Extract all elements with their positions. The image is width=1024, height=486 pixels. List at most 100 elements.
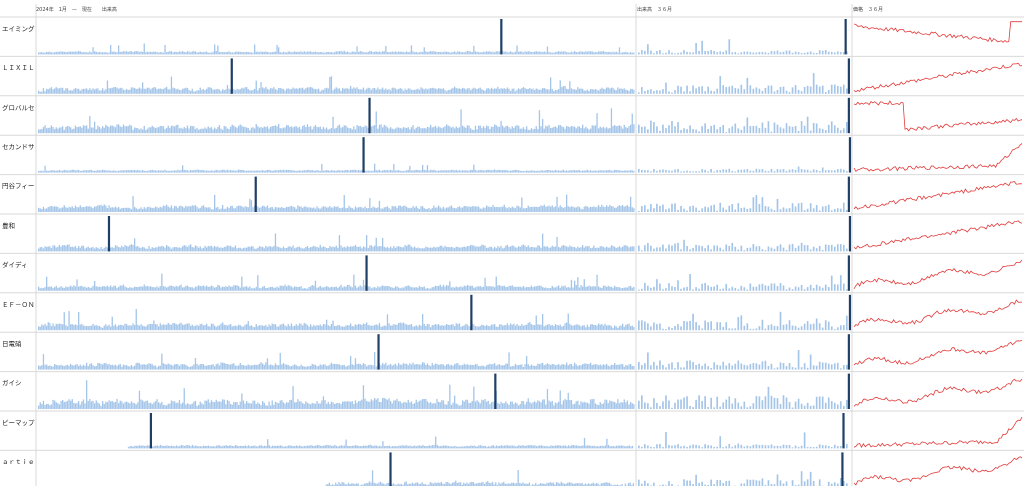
volume-bar bbox=[196, 246, 198, 252]
volume-bar bbox=[47, 246, 49, 252]
volume-bar bbox=[292, 287, 294, 291]
volume-bar bbox=[305, 446, 307, 449]
volume-bar bbox=[474, 364, 477, 370]
volume-bar bbox=[470, 402, 472, 409]
volume-bar bbox=[545, 246, 547, 252]
volume-bar bbox=[623, 366, 625, 370]
volume-bar bbox=[106, 326, 109, 331]
volume-bar bbox=[391, 325, 393, 331]
volume-bar bbox=[625, 89, 627, 94]
recent-volume-bar bbox=[638, 445, 640, 449]
volume-bar bbox=[457, 51, 459, 55]
volume-bar bbox=[103, 90, 105, 94]
volume-bar bbox=[618, 205, 621, 212]
volume-bar bbox=[590, 89, 592, 94]
volume-bar bbox=[500, 206, 502, 212]
volume-bar bbox=[196, 169, 198, 173]
volume-bar bbox=[86, 380, 88, 409]
volume-bar bbox=[106, 402, 109, 409]
volume-bar bbox=[492, 286, 494, 291]
volume-bar bbox=[146, 248, 149, 252]
volume-bar bbox=[283, 446, 285, 449]
volume-bar bbox=[388, 51, 390, 55]
recent-volume-bar bbox=[641, 206, 643, 212]
volume-bar bbox=[241, 248, 243, 252]
volume-bar bbox=[314, 403, 317, 409]
volume-bar bbox=[207, 286, 209, 291]
volume-bar bbox=[446, 246, 448, 252]
volume-bar bbox=[398, 51, 400, 55]
volume-bar bbox=[598, 323, 600, 331]
volume-bar bbox=[177, 286, 179, 291]
recent-volume-bar bbox=[773, 283, 776, 291]
volume-bar bbox=[449, 206, 451, 212]
volume-bar bbox=[500, 324, 502, 331]
volume-bar bbox=[174, 88, 176, 94]
volume-bar bbox=[44, 91, 46, 94]
volume-bar bbox=[534, 90, 536, 94]
volume-bar bbox=[68, 206, 70, 212]
volume-bar bbox=[396, 365, 398, 370]
volume-bar bbox=[314, 170, 317, 173]
volume-bar bbox=[161, 273, 163, 291]
volume-bar bbox=[623, 326, 625, 331]
volume-bar bbox=[623, 287, 625, 291]
volume-bar bbox=[340, 365, 342, 370]
volume-bar bbox=[546, 363, 549, 370]
volume-bar bbox=[220, 323, 222, 331]
volume-bar bbox=[145, 286, 147, 291]
recent-volume-bar bbox=[683, 239, 685, 252]
volume-bar bbox=[118, 325, 120, 331]
recent-volume-bar bbox=[659, 205, 661, 212]
recent-volume-bar bbox=[770, 283, 773, 291]
volume-bar bbox=[348, 88, 350, 94]
recent-volume-bar bbox=[758, 284, 761, 291]
volume-bar bbox=[276, 326, 278, 331]
volume-bar bbox=[180, 169, 182, 173]
volume-bar bbox=[126, 401, 128, 409]
volume-bar bbox=[303, 51, 305, 55]
volume-bar bbox=[521, 324, 523, 331]
volume-bar bbox=[156, 170, 158, 173]
volume-bar bbox=[470, 128, 472, 134]
volume-bar bbox=[562, 207, 565, 212]
volume-bar bbox=[154, 127, 157, 134]
recent-volume-bar bbox=[800, 367, 803, 370]
volume-bar bbox=[575, 128, 577, 134]
volume-bar bbox=[495, 482, 497, 486]
volume-bar bbox=[324, 286, 326, 291]
volume-bar bbox=[380, 170, 382, 173]
volume-bar bbox=[526, 401, 528, 409]
recent-volume-bar bbox=[683, 367, 685, 370]
volume-bar bbox=[233, 52, 235, 55]
recent-volume-bar bbox=[785, 249, 788, 252]
volume-bar bbox=[233, 208, 235, 212]
volume-bar bbox=[502, 169, 504, 173]
volume-bar bbox=[279, 352, 281, 370]
recent-volume-bar bbox=[782, 128, 785, 134]
recent-volume-bar bbox=[821, 445, 824, 449]
volume-bar bbox=[586, 364, 589, 370]
volume-bar bbox=[420, 128, 422, 134]
volume-bar bbox=[404, 88, 406, 94]
volume-bar bbox=[90, 401, 93, 409]
volume-bar bbox=[346, 169, 349, 173]
recent-volume-bar bbox=[719, 436, 722, 449]
volume-bar bbox=[302, 325, 304, 331]
volume-bar bbox=[369, 51, 371, 55]
volume-bar bbox=[540, 324, 542, 331]
volume-bar bbox=[518, 325, 520, 331]
volume-bar bbox=[567, 287, 569, 291]
volume-bar bbox=[422, 128, 424, 134]
volume-bar bbox=[190, 125, 192, 134]
recent-volume-bar bbox=[767, 85, 770, 94]
volume-bar bbox=[366, 235, 368, 252]
volume-bar bbox=[124, 207, 126, 212]
volume-bar bbox=[358, 169, 360, 173]
volume-bar bbox=[585, 205, 587, 212]
volume-bar bbox=[137, 324, 139, 331]
volume-bar bbox=[569, 446, 571, 449]
volume-bar bbox=[414, 170, 416, 173]
volume-bar bbox=[214, 44, 216, 55]
volume-bar bbox=[204, 400, 206, 409]
